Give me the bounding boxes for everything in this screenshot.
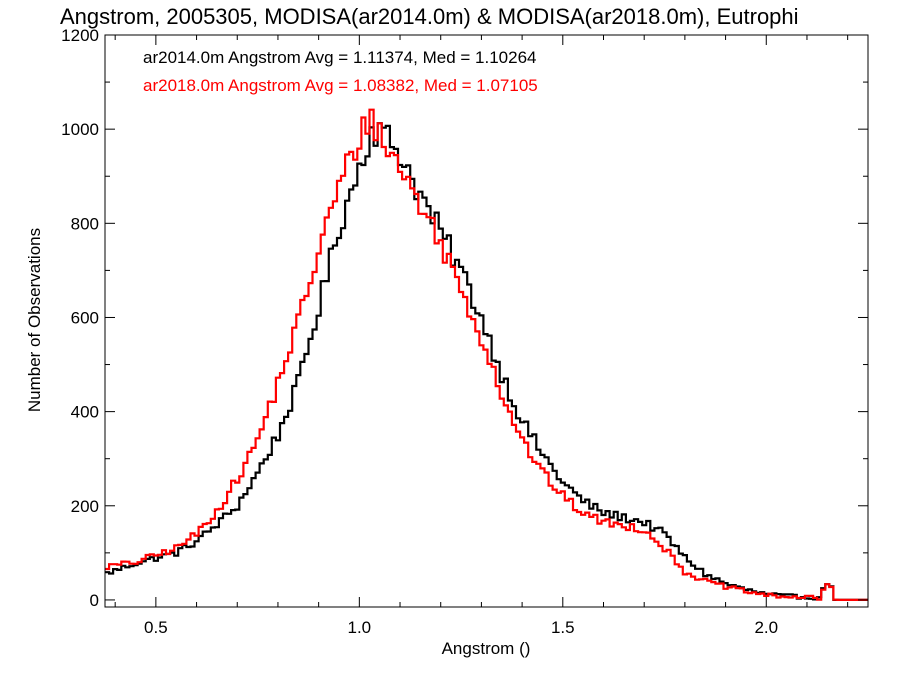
legend-entry-ar2014.0m: ar2014.0m Angstrom Avg = 1.11374, Med = … [143, 48, 536, 67]
y-tick-label: 1200 [61, 26, 99, 45]
x-tick-label: 1.5 [551, 618, 575, 637]
y-tick-label: 200 [71, 497, 99, 516]
plot-frame [104, 34, 869, 608]
y-tick-label: 1000 [61, 120, 99, 139]
y-tick-label: 400 [71, 403, 99, 422]
x-tick-label: 0.5 [144, 618, 168, 637]
y-axis-label: Number of Observations [25, 228, 44, 412]
legend-entry-ar2018.0m: ar2018.0m Angstrom Avg = 1.08382, Med = … [143, 76, 538, 95]
ticks-layer: 0.5 1.0 1.5 2.0 0 200 400 600 800 1000 1200 [61, 26, 868, 637]
series-line-ar2018.0m [105, 108, 868, 601]
legend: ar2014.0m Angstrom Avg = 1.11374, Med = … [143, 48, 538, 95]
series-line-ar2014.0m [105, 122, 868, 601]
x-axis-label: Angstrom () [442, 639, 531, 658]
y-tick-label: 600 [71, 308, 99, 327]
y-tick-label: 0 [90, 591, 99, 610]
x-tick-label: 2.0 [754, 618, 778, 637]
x-tick-label: 1.0 [348, 618, 372, 637]
y-tick-label: 800 [71, 214, 99, 233]
series-layer [105, 108, 868, 601]
chart-title: Angstrom, 2005305, MODISA(ar2014.0m) & M… [60, 4, 799, 29]
